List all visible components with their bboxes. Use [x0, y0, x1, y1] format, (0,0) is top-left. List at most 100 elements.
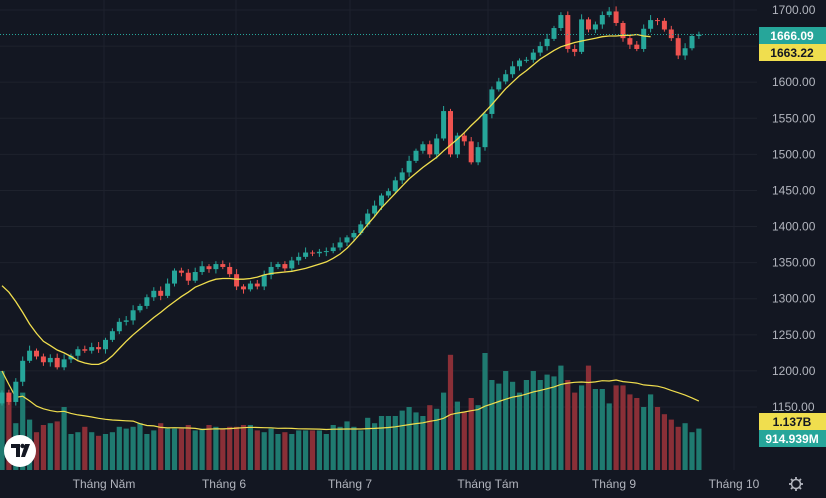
volume-bar	[358, 430, 364, 470]
last-price-badge: 1666.09	[759, 27, 826, 44]
candle	[475, 142, 481, 166]
candle	[537, 41, 543, 57]
candle	[337, 237, 343, 251]
volume-bar	[192, 430, 198, 470]
volume-ma-line	[1, 370, 700, 431]
price-tick-label: 1150.00	[772, 400, 815, 414]
volume-bar	[675, 426, 681, 470]
candle	[54, 353, 60, 370]
candle	[289, 256, 295, 273]
volume-bar	[289, 434, 295, 470]
volume-bar	[0, 371, 5, 470]
volume-bar	[579, 385, 585, 470]
candle	[82, 345, 88, 353]
candle	[406, 155, 412, 177]
candle	[220, 260, 226, 270]
volume-bar	[475, 405, 481, 470]
volume-bar	[599, 389, 605, 470]
candle	[303, 247, 309, 260]
candle	[27, 345, 33, 363]
volume-bar	[351, 426, 357, 470]
candle	[144, 294, 150, 309]
candle	[599, 11, 605, 29]
candle	[448, 108, 453, 158]
volume-bar	[510, 381, 516, 470]
candle	[137, 303, 143, 313]
volume-bar	[178, 428, 184, 470]
candles	[0, 6, 702, 406]
volume-bar	[365, 417, 371, 470]
candle	[503, 69, 509, 85]
candle	[247, 280, 253, 292]
candle	[544, 33, 550, 51]
candle	[351, 230, 357, 242]
volume-bar	[96, 435, 102, 470]
volume-bar	[47, 423, 53, 470]
volume-bar	[89, 432, 95, 470]
volume-bar	[165, 428, 171, 470]
volume-bar	[530, 371, 536, 470]
time-tick-label: Tháng Năm	[73, 477, 136, 491]
candle	[530, 48, 536, 63]
time-tick-label: Tháng 10	[709, 477, 760, 491]
time-tick-label: Tháng 6	[202, 477, 246, 491]
volume-bar	[123, 428, 129, 470]
candle	[89, 342, 95, 354]
candle	[68, 353, 74, 363]
volume-bar	[20, 392, 26, 470]
tradingview-logo-icon[interactable]	[4, 435, 36, 467]
volume-bar	[447, 354, 454, 470]
volume-bar	[406, 407, 412, 470]
volume-bar	[234, 426, 240, 470]
volume-bar	[330, 425, 336, 470]
candle	[434, 134, 440, 159]
price-tick-label: 1400.00	[772, 220, 816, 234]
volume-bar	[137, 423, 143, 470]
candle	[185, 269, 191, 286]
volume-bar	[572, 392, 578, 470]
volume-bar	[102, 434, 109, 470]
candle	[468, 137, 474, 165]
time-tick-label: Tháng Tám	[457, 477, 518, 491]
gear-icon[interactable]	[789, 477, 803, 491]
volume-bar	[523, 380, 529, 470]
candle	[586, 17, 591, 33]
candle	[227, 262, 233, 278]
candle	[606, 7, 612, 18]
volume-bar	[378, 416, 385, 470]
last-price-text: 1666.09	[770, 29, 814, 43]
candle	[6, 389, 12, 405]
time-axis[interactable]: Tháng Năm Tháng 6 Tháng 7 Tháng Tám Tháng 9 T…	[73, 477, 760, 491]
volume-bar	[551, 376, 557, 470]
volume-bar	[413, 412, 419, 470]
volume-bar	[503, 371, 509, 470]
candle	[0, 390, 5, 406]
volume-bar	[454, 401, 460, 470]
candle	[206, 264, 212, 273]
candle	[40, 353, 46, 366]
candle	[316, 248, 322, 257]
candle	[199, 261, 205, 275]
volume-bar	[592, 389, 598, 470]
price-axis[interactable]: 1700.001650.001600.001550.001500.001450.…	[772, 3, 816, 414]
volume-bar	[213, 426, 219, 470]
volume-bar	[337, 426, 343, 470]
volume-bar	[75, 432, 81, 470]
volume-bar	[648, 394, 654, 470]
candle	[344, 235, 350, 247]
candle	[634, 41, 640, 52]
volume-bar	[261, 432, 267, 470]
volume-bar	[468, 398, 474, 470]
volume-bar	[489, 380, 495, 470]
candle	[178, 267, 184, 277]
candle	[103, 337, 108, 354]
volume-bar	[82, 426, 88, 470]
volume-bars	[0, 353, 702, 470]
candle	[496, 77, 502, 92]
volume-bar	[634, 398, 640, 470]
candle	[613, 6, 619, 26]
volume-bar	[151, 430, 157, 470]
volume-bar	[240, 425, 247, 470]
